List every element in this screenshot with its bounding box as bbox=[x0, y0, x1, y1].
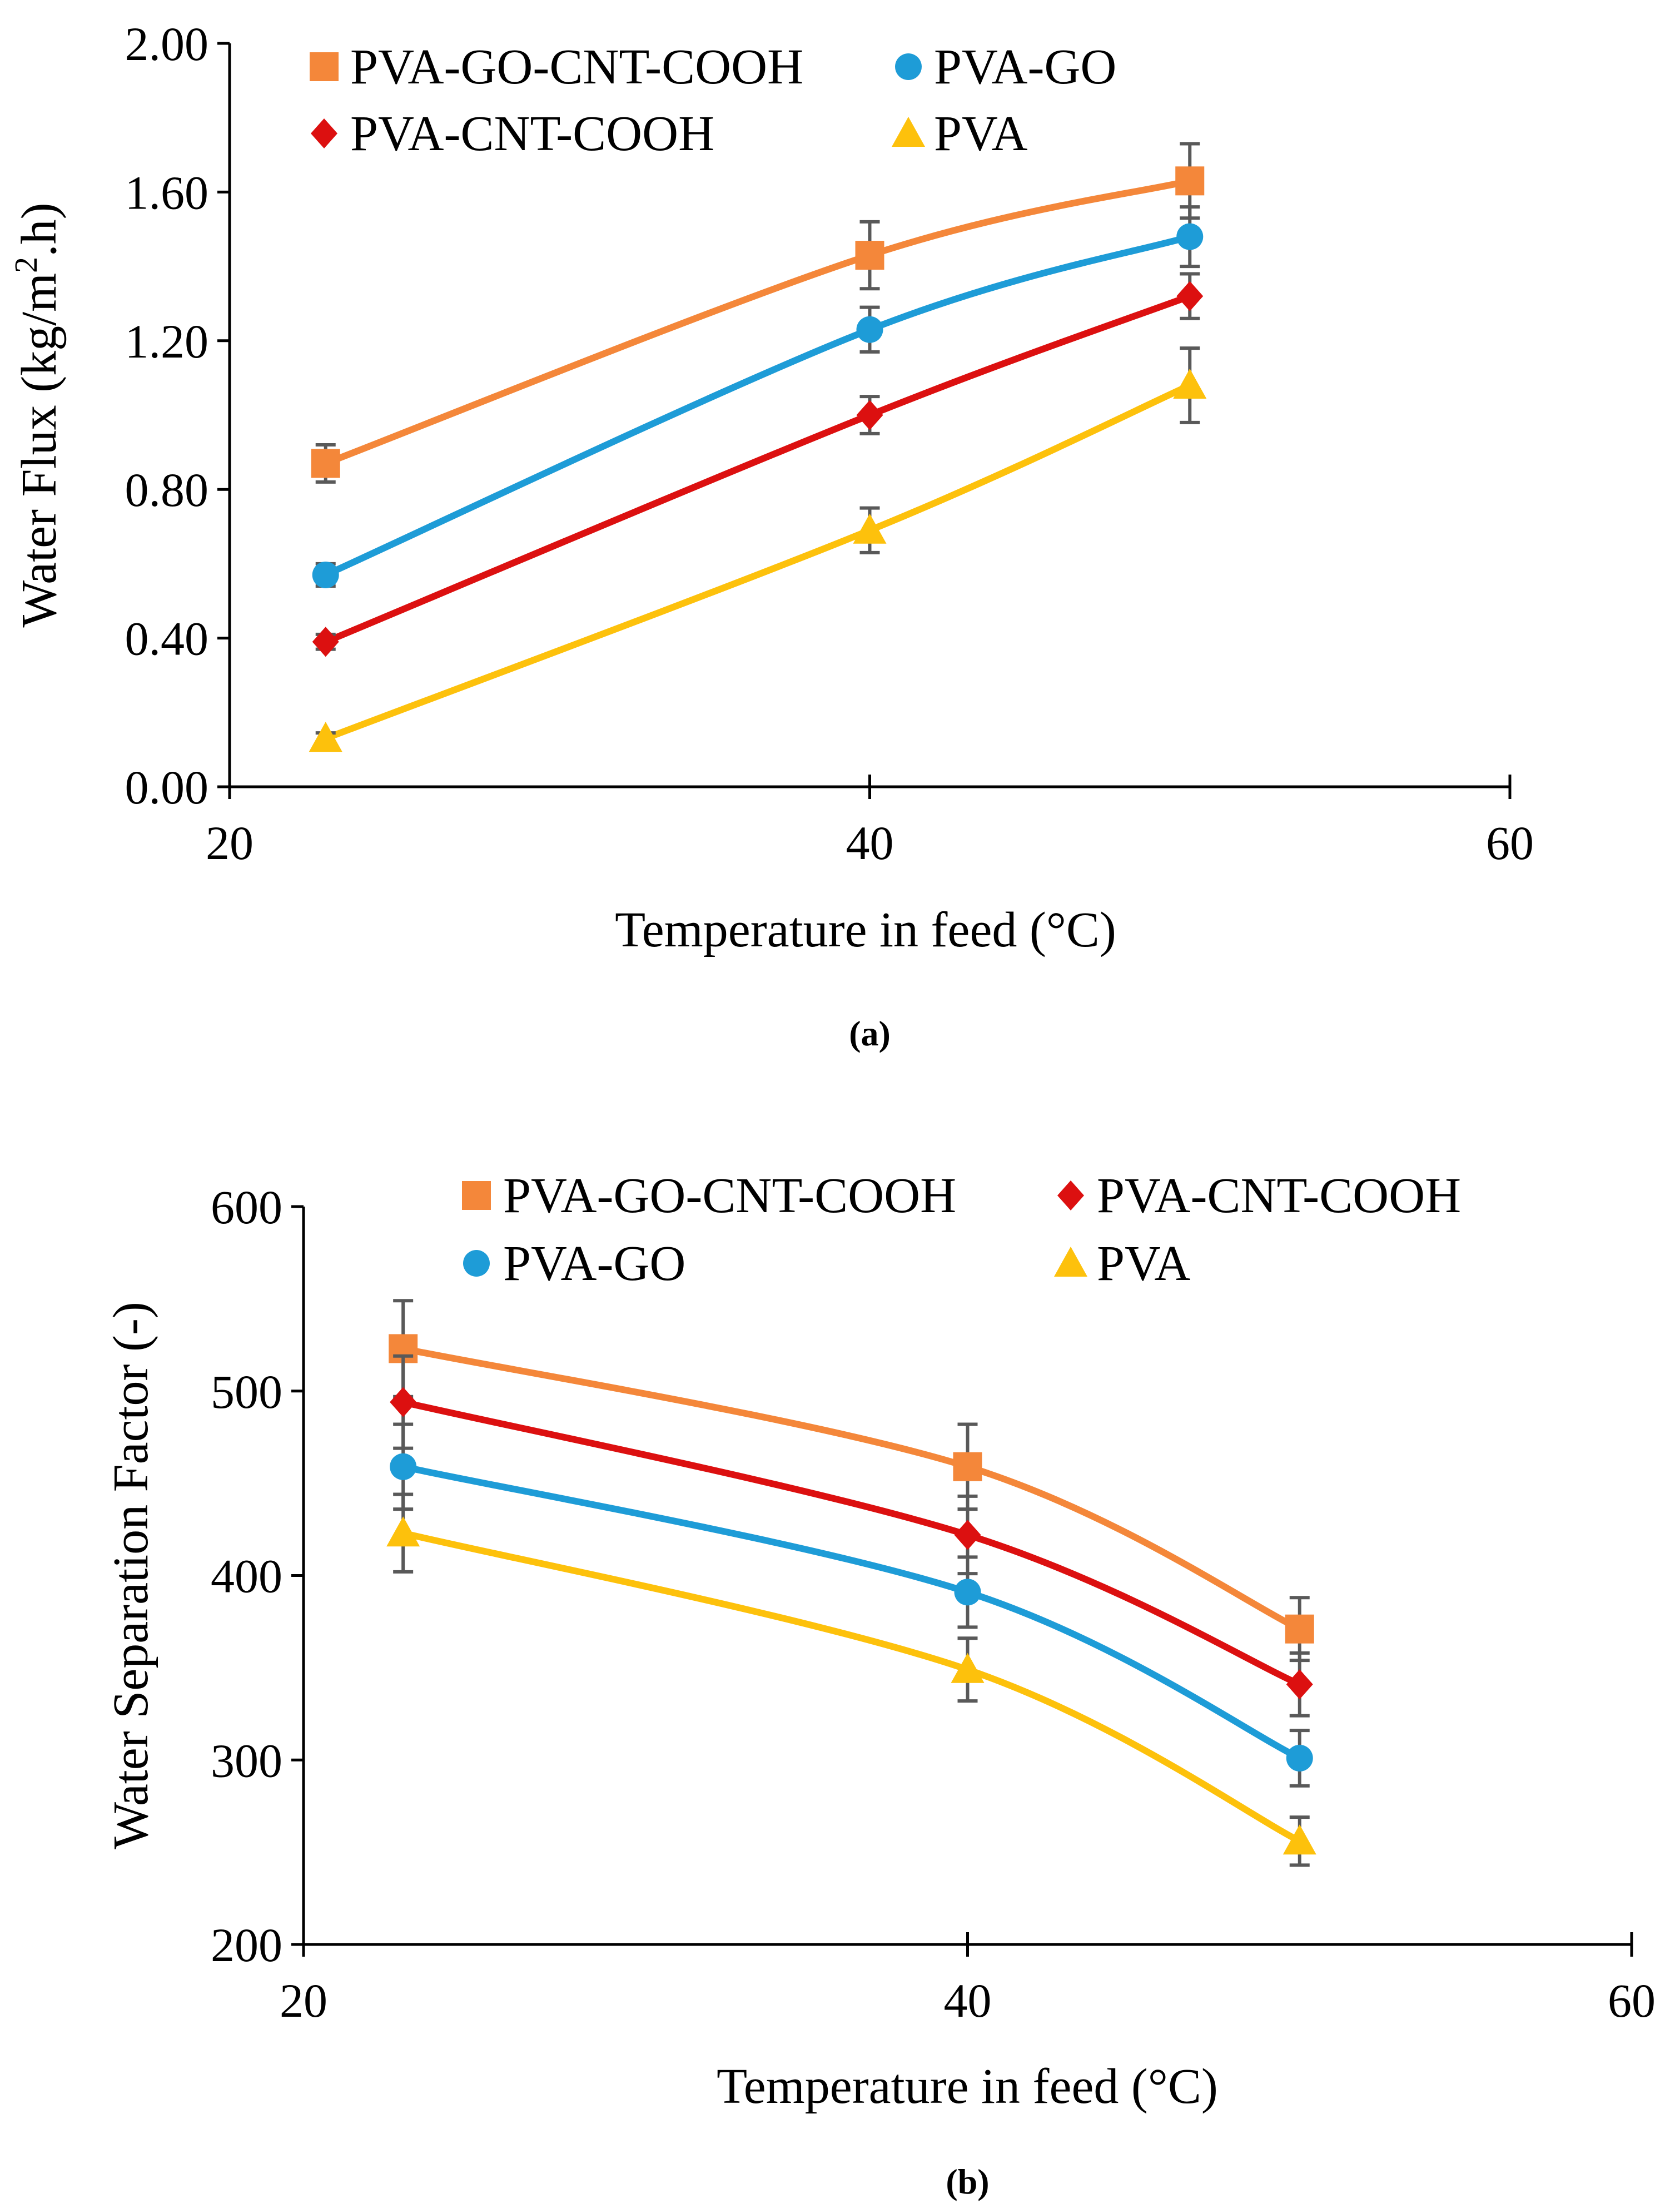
legend-item-pva: PVA bbox=[892, 106, 1027, 161]
chart-panel-b: 200 300 400 500 600 20 40 60 Temperature in feed… bbox=[103, 1168, 1656, 2201]
legend-label: PVA bbox=[1097, 1236, 1190, 1291]
data-point-pva-go bbox=[390, 1453, 417, 1480]
legend-item-pva-go: PVA-GO bbox=[463, 1236, 685, 1291]
data-point-pva-cnt-cooh bbox=[1176, 281, 1204, 311]
panel-a-x-tick-label: 20 bbox=[206, 816, 254, 870]
legend-item-pva-cnt-cooh: PVA-CNT-COOH bbox=[1057, 1168, 1461, 1223]
data-point-pva bbox=[951, 1653, 985, 1683]
panel-b-series-pva-cnt-cooh bbox=[390, 1354, 1313, 1718]
data-point-pva-go bbox=[1176, 223, 1204, 250]
data-point-pva-go bbox=[856, 316, 883, 343]
panel-b-label: (b) bbox=[946, 2162, 989, 2201]
panel-b-x-tick-label: 60 bbox=[1608, 1974, 1656, 2027]
legend-item-pva-go: PVA-GO bbox=[895, 39, 1116, 95]
legend-marker-pva bbox=[892, 117, 925, 147]
data-point-pva-go-cnt-cooh bbox=[855, 241, 884, 270]
data-point-pva-go-cnt-cooh bbox=[1175, 166, 1205, 196]
legend-label: PVA-GO bbox=[934, 39, 1116, 95]
panel-b-series-pva bbox=[386, 1492, 1316, 1867]
panel-a-series-pva-go-cnt-cooh bbox=[311, 142, 1205, 484]
panel-a-series-pva-go bbox=[312, 205, 1204, 588]
panel-b-x-tick-label: 20 bbox=[280, 1974, 327, 2027]
legend-item-pva-go-cnt-cooh: PVA-GO-CNT-COOH bbox=[310, 39, 803, 95]
legend-label: PVA-GO-CNT-COOH bbox=[350, 39, 803, 95]
data-point-pva bbox=[1173, 369, 1207, 399]
panel-a-x-tick-label: 60 bbox=[1486, 816, 1534, 870]
legend-marker-pva bbox=[1054, 1247, 1087, 1277]
panel-a-series-pva bbox=[309, 346, 1207, 752]
legend-item-pva: PVA bbox=[1054, 1236, 1190, 1291]
panel-b-series-pva-go bbox=[390, 1422, 1313, 1788]
series-line-pva bbox=[322, 382, 1194, 742]
data-point-pva-cnt-cooh bbox=[856, 400, 883, 430]
data-point-pva-go bbox=[954, 1579, 981, 1606]
panel-b-x-axis-title: Temperature in feed (°C) bbox=[717, 2059, 1218, 2114]
series-line-pva-go bbox=[400, 1463, 1303, 1762]
legend-label: PVA-CNT-COOH bbox=[350, 106, 714, 161]
legend-label: PVA bbox=[934, 106, 1027, 161]
panel-a-x-tick-label: 40 bbox=[846, 816, 894, 870]
panel-b-legend: PVA-GO-CNT-COOH PVA-CNT-COOH PVA-GO PVA bbox=[462, 1168, 1461, 1291]
legend-marker-pva-go-cnt-cooh bbox=[462, 1181, 491, 1210]
data-point-pva bbox=[309, 722, 342, 752]
legend-marker-pva-cnt-cooh bbox=[1057, 1180, 1084, 1210]
series-line-pva-cnt-cooh bbox=[400, 1398, 1303, 1688]
chart-panel-a: 0.00 0.40 0.80 1.20 1.60 2.00 20 40 60 Temperatur… bbox=[8, 17, 1534, 1053]
panel-b-y-tick-label: 500 bbox=[211, 1365, 282, 1418]
data-point-pva bbox=[386, 1516, 420, 1547]
series-line-pva-go bbox=[322, 233, 1194, 578]
data-point-pva-go-cnt-cooh bbox=[1285, 1614, 1314, 1644]
panel-b-series-pva-go-cnt-cooh bbox=[389, 1299, 1314, 1663]
legend-marker-pva-go bbox=[895, 53, 922, 80]
panel-a-y-tick-label: 2.00 bbox=[125, 17, 209, 71]
legend-label: PVA-CNT-COOH bbox=[1097, 1168, 1461, 1223]
panel-a-y-tick-label: 1.60 bbox=[125, 166, 209, 219]
panel-b-y-tick-label: 300 bbox=[211, 1734, 282, 1787]
data-point-pva-cnt-cooh bbox=[390, 1387, 417, 1417]
panel-a-y-tick-label: 0.80 bbox=[125, 463, 209, 517]
data-point-pva-go bbox=[312, 561, 339, 588]
panel-b-y-tick-label: 200 bbox=[211, 1918, 282, 1972]
data-point-pva-go-cnt-cooh bbox=[311, 449, 340, 478]
series-line-pva-go-cnt-cooh bbox=[322, 177, 1194, 467]
panel-b-y-tick-label: 400 bbox=[211, 1550, 282, 1603]
panel-a-label: (a) bbox=[849, 1014, 891, 1053]
panel-a-legend: PVA-GO-CNT-COOH PVA-GO PVA-CNT-COOH PVA bbox=[310, 39, 1116, 161]
panel-b-y-axis-title: Water Separation Factor (-) bbox=[103, 1302, 158, 1849]
panel-a-series-pva-cnt-cooh bbox=[312, 272, 1204, 657]
data-point-pva bbox=[853, 513, 887, 544]
panel-a-y-tick-label: 0.40 bbox=[125, 612, 209, 666]
panel-a-y-tick-label: 0.00 bbox=[125, 761, 209, 814]
data-point-pva-cnt-cooh bbox=[312, 627, 339, 657]
panel-b-x-tick-label: 40 bbox=[944, 1974, 992, 2027]
data-point-pva-go bbox=[1286, 1744, 1313, 1772]
panel-a-y-tick-label: 1.20 bbox=[125, 315, 209, 368]
legend-item-pva-cnt-cooh: PVA-CNT-COOH bbox=[311, 106, 714, 161]
series-line-pva-go-cnt-cooh bbox=[400, 1345, 1303, 1633]
panel-a-x-axis-title: Temperature in feed (°C) bbox=[615, 902, 1116, 957]
data-point-pva-cnt-cooh bbox=[954, 1520, 981, 1550]
legend-item-pva-go-cnt-cooh: PVA-GO-CNT-COOH bbox=[462, 1168, 956, 1223]
series-line-pva bbox=[400, 1530, 1303, 1845]
data-point-pva-go-cnt-cooh bbox=[953, 1452, 982, 1481]
legend-label: PVA-GO bbox=[503, 1236, 685, 1291]
legend-marker-pva-go bbox=[463, 1250, 490, 1277]
panel-a-y-axis-title: Water Flux (kg/m2.h) bbox=[8, 202, 67, 627]
legend-marker-pva-go-cnt-cooh bbox=[310, 52, 339, 81]
legend-marker-pva-cnt-cooh bbox=[311, 118, 337, 148]
data-point-pva bbox=[1283, 1824, 1316, 1855]
panel-b-y-tick-label: 600 bbox=[211, 1180, 282, 1234]
data-point-pva-cnt-cooh bbox=[1286, 1669, 1313, 1700]
series-line-pva-cnt-cooh bbox=[322, 292, 1194, 646]
legend-label: PVA-GO-CNT-COOH bbox=[503, 1168, 956, 1223]
